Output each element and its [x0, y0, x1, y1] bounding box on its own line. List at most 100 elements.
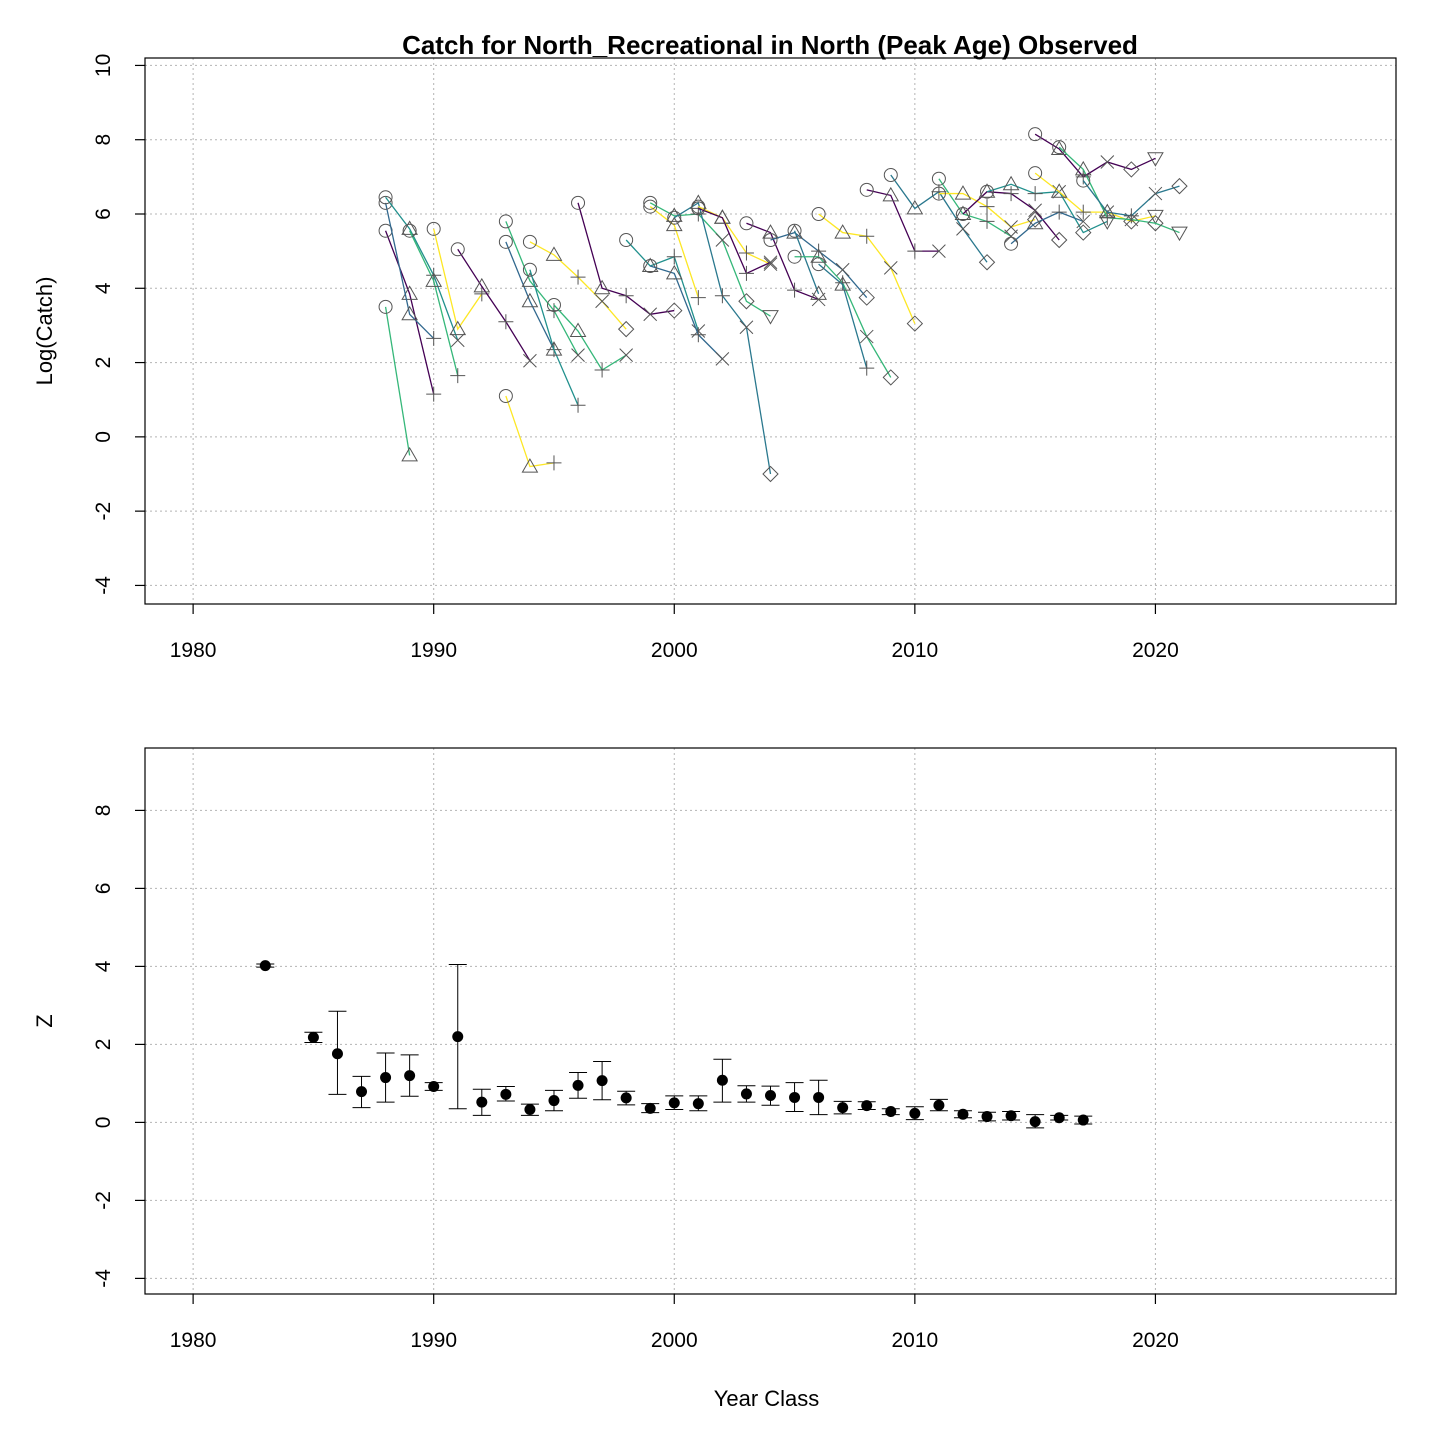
series-point — [1026, 214, 1044, 230]
series-point — [738, 265, 754, 281]
series-point — [979, 213, 995, 229]
series-point — [521, 458, 539, 473]
series-point — [666, 302, 683, 319]
series-point — [378, 195, 393, 210]
series-point — [763, 257, 778, 271]
z-point — [933, 1099, 945, 1111]
series-30 — [931, 185, 1044, 234]
series-18 — [667, 194, 779, 483]
series-point — [858, 289, 875, 306]
series-line — [866, 189, 939, 252]
series-point — [450, 368, 466, 384]
x-tick-label: 1990 — [410, 639, 457, 662]
series-point — [401, 285, 419, 300]
series-point — [1028, 203, 1042, 218]
x-tick-label: 2000 — [651, 1329, 698, 1352]
series-point — [666, 249, 682, 265]
series-point — [980, 184, 995, 199]
z-point — [500, 1088, 512, 1100]
series-point — [643, 307, 658, 322]
y-tick-label: -4 — [92, 1269, 115, 1288]
series-17 — [643, 259, 730, 366]
series-point — [1147, 209, 1164, 225]
z-point — [981, 1111, 993, 1123]
z-point — [740, 1088, 752, 1100]
series-21 — [739, 216, 826, 307]
series-point — [883, 261, 898, 275]
z-point — [909, 1107, 921, 1119]
x-tick-label: 1980 — [170, 1329, 217, 1352]
series-point — [643, 259, 658, 273]
series-point — [569, 322, 587, 337]
z-point — [524, 1104, 536, 1116]
series-line — [794, 256, 892, 378]
series-point — [546, 298, 561, 312]
series-point — [762, 224, 779, 239]
series-point — [762, 465, 779, 483]
series-point — [594, 362, 610, 378]
y-axis-label: Z — [32, 1014, 57, 1027]
series-point — [714, 209, 731, 224]
series-point — [906, 199, 924, 215]
series-point — [522, 262, 537, 277]
series-point — [1050, 183, 1068, 198]
series-point — [521, 292, 539, 308]
series-point — [1076, 173, 1091, 188]
series-point — [715, 233, 730, 247]
series-point — [1004, 220, 1018, 234]
z-point — [548, 1095, 560, 1107]
series-line — [673, 201, 772, 475]
z-point — [716, 1074, 728, 1086]
series-33 — [1004, 204, 1091, 251]
series-point — [1171, 177, 1188, 195]
series-point — [1052, 140, 1067, 155]
z-point — [356, 1086, 368, 1098]
z-point — [259, 960, 271, 972]
x-tick-label: 2020 — [1132, 1329, 1179, 1352]
series-point — [1002, 175, 1020, 191]
series-point — [739, 216, 754, 231]
series-point — [810, 248, 827, 263]
series-point — [643, 195, 658, 210]
series-line — [433, 228, 483, 331]
series-37 — [1076, 173, 1188, 224]
series-point — [932, 244, 946, 258]
series-line — [649, 202, 771, 317]
series-15 — [643, 199, 706, 306]
series-23 — [787, 223, 827, 300]
series-point — [1123, 208, 1139, 224]
series-point — [523, 353, 537, 368]
series-point — [954, 185, 972, 200]
series-point — [714, 209, 731, 224]
z-point — [1077, 1114, 1089, 1126]
series-point — [762, 310, 779, 325]
series-point — [1148, 186, 1163, 201]
series-point — [378, 190, 393, 205]
series-line — [384, 202, 435, 339]
series-point — [570, 269, 586, 285]
y-tick-label: 0 — [92, 1117, 115, 1129]
series-point — [859, 182, 874, 197]
top-chart-panel: 1980 1990 2000 2010 2020 -4 -2 0 2 4 6 8 10 Log(Catch… — [32, 54, 1397, 662]
series-line — [384, 230, 435, 395]
series-line — [529, 269, 579, 406]
y-tick-label: 6 — [92, 208, 115, 220]
series-point — [763, 233, 778, 247]
series-line — [770, 231, 868, 298]
z-point — [452, 1031, 464, 1043]
series-point — [787, 249, 802, 264]
z-point — [1029, 1116, 1041, 1128]
series-point — [593, 279, 611, 295]
series-point — [882, 369, 899, 386]
x-tick-label: 2010 — [891, 1329, 938, 1352]
series-line — [649, 206, 699, 298]
series-2 — [378, 190, 465, 348]
z-point — [404, 1070, 416, 1082]
y-tick-label: 6 — [92, 883, 115, 895]
series-point — [571, 348, 585, 362]
series-point — [545, 341, 563, 356]
series-point — [498, 389, 513, 403]
y-tick-label: 2 — [92, 357, 115, 369]
z-point — [307, 1031, 319, 1043]
series-point — [378, 299, 393, 314]
